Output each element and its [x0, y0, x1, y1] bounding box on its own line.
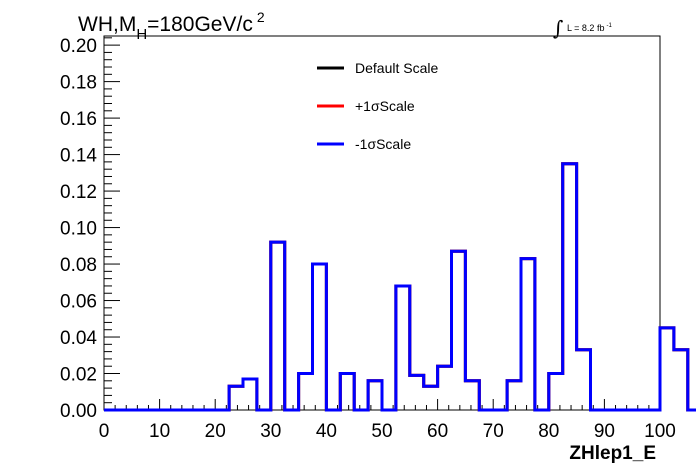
- legend-label: Default Scale: [355, 60, 438, 76]
- x-tick-label: 50: [371, 421, 392, 442]
- series-line-2: [104, 162, 696, 412]
- x-tick-label: 100: [644, 421, 676, 442]
- y-tick-label: 0.18: [60, 73, 97, 94]
- legend-label: -1σScale: [355, 136, 411, 152]
- y-tick-label: 0.00: [60, 401, 97, 422]
- luminosity-text: L = 8.2 fb: [567, 23, 604, 33]
- x-tick-label: 0: [99, 421, 110, 442]
- x-tick-label: 10: [149, 421, 170, 442]
- y-tick-label: 0.20: [60, 36, 97, 57]
- legend-label: +1σScale: [355, 98, 415, 114]
- y-tick-label: 0.14: [60, 146, 97, 167]
- luminosity-superscript: -1: [606, 23, 612, 29]
- luminosity-label: ∫ L = 8.2 fb -1: [553, 16, 612, 40]
- title-middle: =180GeV/c: [147, 13, 253, 36]
- y-tick-label: 0.16: [60, 109, 97, 130]
- series-layer: [104, 162, 696, 412]
- chart-title: WH,MH=180GeV/c 2: [78, 9, 265, 43]
- title-superscript: 2: [257, 9, 265, 25]
- title-prefix: WH,M: [78, 13, 136, 36]
- legend: Default Scale +1σScale -1σScale: [317, 60, 438, 152]
- y-axis: 0.00 0.02 0.04 0.06 0.08 0.10 0.12 0.14 0.16 0.18…: [60, 36, 120, 422]
- x-tick-label: 90: [594, 421, 615, 442]
- x-axis: 0 10 20 30 40 50 60 70 80 90 100: [99, 399, 676, 442]
- x-tick-label: 20: [205, 421, 226, 442]
- y-tick-label: 0.06: [60, 292, 97, 313]
- y-tick-label: 0.12: [60, 182, 97, 203]
- y-tick-label: 0.02: [60, 365, 97, 386]
- x-tick-label: 60: [427, 421, 448, 442]
- integral-symbol: ∫: [553, 16, 563, 40]
- x-tick-label: 30: [260, 421, 281, 442]
- y-tick-label: 0.10: [60, 219, 97, 240]
- x-tick-label: 70: [483, 421, 504, 442]
- svg-text:L = 8.2 fb-1: L = 8.2 fb -1: [567, 23, 612, 33]
- y-tick-label: 0.08: [60, 255, 97, 276]
- y-tick-label: 0.04: [60, 328, 97, 349]
- x-axis-title: ZHlep1_E: [569, 443, 656, 464]
- title-subscript: H: [136, 26, 147, 43]
- x-tick-label: 80: [538, 421, 559, 442]
- x-tick-label: 40: [316, 421, 337, 442]
